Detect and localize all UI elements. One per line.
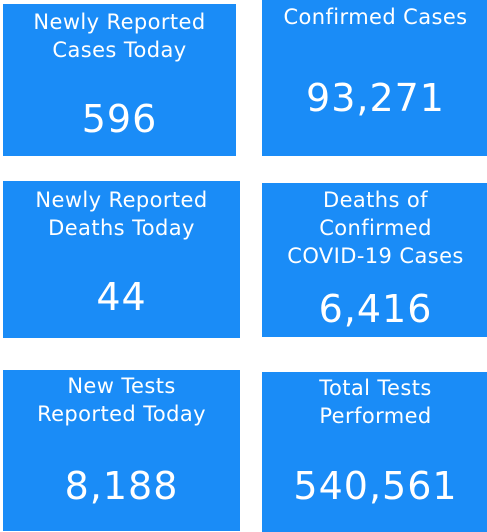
tile-label: Newly Reported Cases Today <box>33 10 206 62</box>
tile-label: Newly Reported Deaths Today <box>35 188 208 240</box>
tile-value: 6,416 <box>318 287 433 331</box>
tile-label: Deaths of Confirmed COVID-19 Cases <box>287 188 464 268</box>
tile-value: 44 <box>96 275 147 319</box>
tile-value: 540,561 <box>293 464 458 508</box>
tile-value: 8,188 <box>64 464 179 508</box>
stat-tile-total-tests: Total Tests Performed 540,561 <box>262 372 487 532</box>
stat-tile-newly-reported-cases: Newly Reported Cases Today 596 <box>3 4 236 156</box>
stat-tile-newly-reported-deaths: Newly Reported Deaths Today 44 <box>3 181 240 338</box>
tile-label: Confirmed Cases <box>283 5 468 29</box>
stat-tile-new-tests: New Tests Reported Today 8,188 <box>3 370 240 531</box>
stat-tile-confirmed-cases: Confirmed Cases 93,271 <box>262 0 487 156</box>
stat-tile-confirmed-deaths: Deaths of Confirmed COVID-19 Cases 6,416 <box>262 183 487 337</box>
tile-label: New Tests Reported Today <box>37 374 206 426</box>
tile-value: 93,271 <box>306 76 445 120</box>
tile-value: 596 <box>81 97 158 141</box>
tile-label: Total Tests Performed <box>319 376 432 428</box>
